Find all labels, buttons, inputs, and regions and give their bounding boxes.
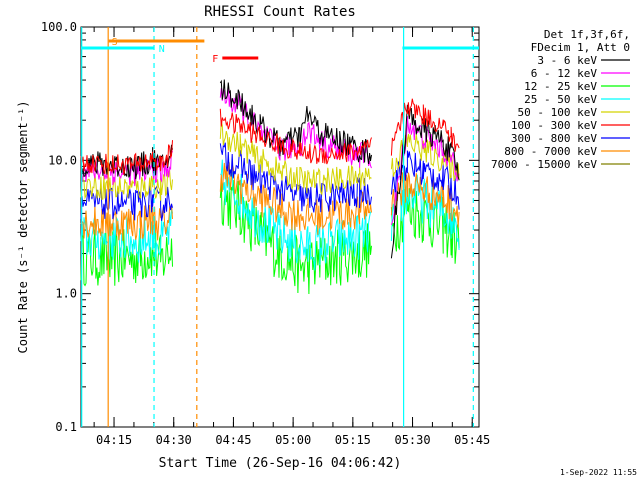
legend-entry: 300 - 800 keV xyxy=(511,132,597,145)
x-axis: 04:15 04:30 04:45 05:00 05:15 05:30 05:45 xyxy=(93,27,490,447)
x-axis-label: Start Time (26-Sep-16 04:06:42) xyxy=(159,456,402,471)
legend-entry: 800 - 7000 keV xyxy=(504,145,597,158)
legend-entry: 50 - 100 keV xyxy=(518,106,598,119)
x-tick-label: 05:45 xyxy=(454,433,490,447)
x-tick-label: 05:30 xyxy=(394,433,430,447)
state-bar-label: F xyxy=(212,54,218,65)
footer-date: 1-Sep-2022 11:55 xyxy=(560,468,637,477)
legend: Det 1f,3f,6f, FDecim 1, Att 0 3 - 6 keV6… xyxy=(491,28,630,171)
y-tick-label: 100.0 xyxy=(41,20,77,34)
state-bar-label: S xyxy=(112,37,118,48)
y-axis-label: Count Rate (s⁻¹ detector segment⁻¹) xyxy=(16,101,30,354)
state-bar-label: N xyxy=(159,44,165,55)
legend-entry: 12 - 25 keV xyxy=(524,80,597,93)
x-tick-label: 04:30 xyxy=(156,433,192,447)
legend-header-1: Det 1f,3f,6f, xyxy=(544,28,630,41)
series-line xyxy=(80,98,460,175)
x-tick-label: 04:45 xyxy=(215,433,251,447)
series-layer xyxy=(80,79,460,295)
x-tick-label: 05:15 xyxy=(335,433,371,447)
legend-entry: 6 - 12 keV xyxy=(531,67,598,80)
marker-layer xyxy=(81,27,474,427)
legend-entry: 100 - 300 keV xyxy=(511,119,597,132)
legend-entry: 3 - 6 keV xyxy=(537,54,597,67)
y-tick-label: 1.0 xyxy=(55,287,77,301)
plot-frame xyxy=(80,26,480,428)
y-tick-label: 0.1 xyxy=(55,420,77,434)
y-tick-label: 10.0 xyxy=(48,153,77,167)
legend-entry: 7000 - 15000 keV xyxy=(491,158,597,171)
chart-title: RHESSI Count Rates xyxy=(204,4,356,20)
legend-entry: 25 - 50 keV xyxy=(524,93,597,106)
legend-header-2: FDecim 1, Att 0 xyxy=(531,41,630,54)
x-tick-label: 05:00 xyxy=(275,433,311,447)
x-tick-label: 04:15 xyxy=(96,433,132,447)
attenuator-bars: S N F xyxy=(81,37,479,65)
